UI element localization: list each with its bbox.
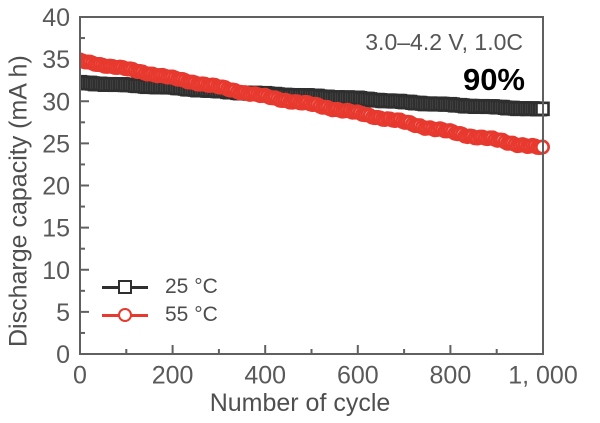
annotation-voltage-rate: 3.0–4.2 V, 1.0C [365, 29, 523, 55]
legend-sample-25c [102, 278, 148, 296]
open-square-marker-icon [118, 280, 132, 294]
svg-text:35: 35 [42, 46, 70, 74]
open-circle-marker-icon [118, 308, 132, 322]
legend-item-55c: 55 °C [102, 301, 218, 329]
svg-text:25: 25 [42, 130, 70, 158]
svg-text:30: 30 [42, 88, 70, 116]
svg-text:600: 600 [337, 362, 379, 390]
svg-text:200: 200 [152, 362, 194, 390]
svg-text:5: 5 [56, 299, 70, 327]
svg-text:400: 400 [244, 362, 286, 390]
legend-label-25c: 25 °C [165, 275, 218, 298]
svg-text:800: 800 [430, 362, 472, 390]
svg-text:20: 20 [42, 173, 70, 201]
x-axis-title: Number of cycle [209, 389, 391, 417]
svg-text:0: 0 [56, 341, 70, 369]
svg-text:15: 15 [42, 215, 70, 243]
legend: 25 °C 55 °C [102, 273, 218, 329]
svg-text:40: 40 [42, 4, 70, 32]
y-axis-title: Discharge capacity (mA h) [4, 55, 33, 347]
legend-label-55c: 55 °C [165, 303, 218, 326]
svg-text:1, 000: 1, 000 [508, 362, 578, 390]
legend-item-25c: 25 °C [102, 273, 218, 301]
svg-text:0: 0 [73, 362, 87, 390]
annotation-retention-90pct: 90% [462, 62, 525, 97]
svg-text:10: 10 [42, 257, 70, 285]
legend-sample-55c [102, 306, 148, 324]
